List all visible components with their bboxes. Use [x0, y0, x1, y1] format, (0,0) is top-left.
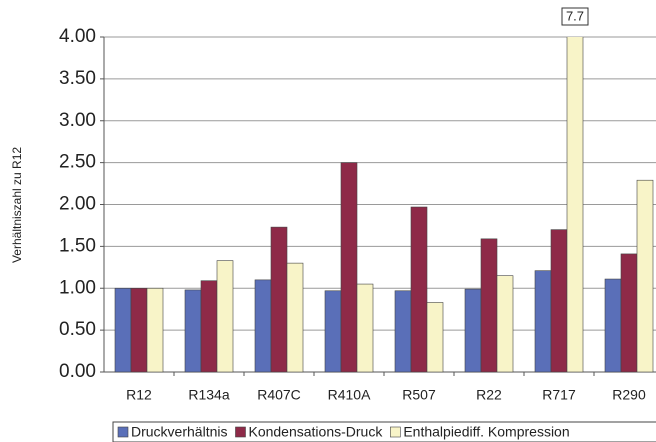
bar: [604, 278, 622, 373]
bar: [620, 253, 638, 373]
bar: [324, 290, 342, 373]
legend-swatch: [390, 426, 401, 438]
bar: [464, 288, 482, 373]
y-tick-label: 0.00: [59, 361, 96, 382]
bar: [426, 302, 444, 373]
x-tick-label: R134a: [188, 387, 229, 403]
bar: [496, 275, 514, 373]
y-tick-label: 2.00: [59, 194, 96, 215]
bar: [394, 290, 412, 373]
legend-swatch: [117, 426, 129, 438]
bar: [566, 37, 584, 373]
legend-label: Kondensations-Druck: [248, 424, 383, 440]
bar: [270, 226, 288, 373]
bar: [550, 229, 568, 373]
legend-label: Druckverhältnis: [131, 424, 227, 440]
y-tick-label: 3.00: [59, 110, 96, 131]
bar: [340, 162, 358, 373]
y-tick-label: 1.00: [59, 277, 96, 298]
bar: [286, 262, 304, 373]
value-label: 7.7: [566, 8, 584, 23]
legend-label: Enthalpiediff. Kompression: [403, 424, 569, 440]
x-tick-label: R407C: [257, 387, 301, 403]
y-axis-title: Verhältniszahl zu R12: [10, 147, 24, 263]
bar: [200, 280, 218, 373]
bar: [114, 287, 132, 373]
x-tick-label: R507: [402, 387, 436, 403]
x-tick-label: R22: [476, 387, 502, 403]
y-tick-label: 2.50: [59, 152, 96, 173]
y-tick-label: 3.50: [59, 68, 96, 89]
x-tick-label: R410A: [328, 387, 371, 403]
y-tick-label: 1.50: [59, 235, 96, 256]
x-tick-label: R717: [542, 387, 576, 403]
legend-swatch: [235, 426, 246, 438]
x-tick-label: R290: [612, 387, 646, 403]
bar: [216, 260, 234, 373]
bar: [636, 179, 654, 373]
bar: [356, 283, 374, 373]
bar: [130, 287, 148, 373]
y-tick-label: 0.50: [59, 319, 96, 340]
bar: [146, 287, 164, 373]
bar: [184, 289, 202, 373]
bar: [254, 279, 272, 373]
bar: [410, 206, 428, 373]
legend-box: [112, 421, 656, 442]
y-tick-label: 4.00: [59, 26, 96, 47]
x-tick-label: R12: [126, 387, 152, 403]
bar: [480, 238, 498, 373]
value-label-box: [561, 7, 589, 26]
bar: [534, 270, 552, 373]
